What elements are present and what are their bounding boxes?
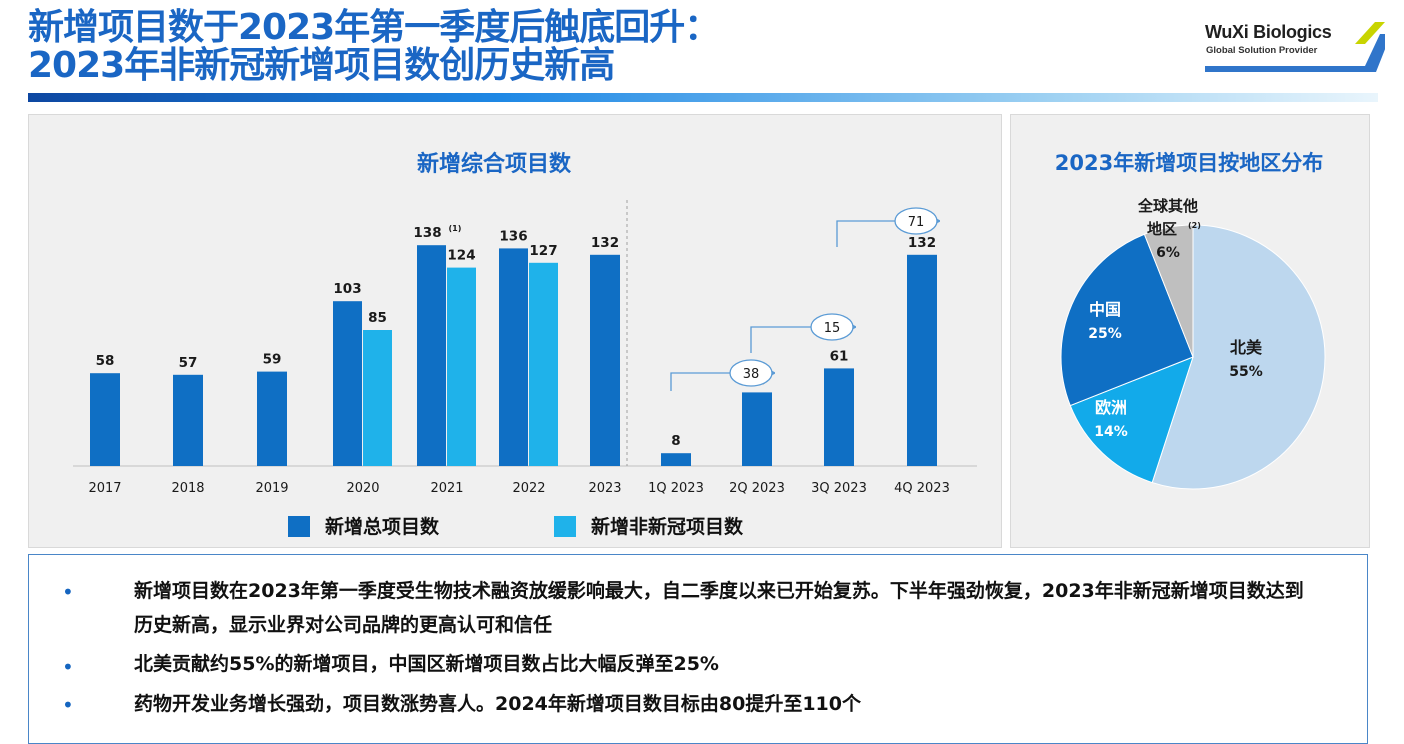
legend-swatch-0 bbox=[288, 516, 310, 537]
notes-box bbox=[28, 554, 1368, 744]
x-tick-label-2018: 2018 bbox=[171, 481, 204, 496]
x-tick-label-2022: 2022 bbox=[512, 481, 545, 496]
pie-value-label-1: 14% bbox=[1094, 424, 1128, 440]
pie-chart-panel: 2023年新增项目按地区分布北美 55% 欧洲 14% 中国 25% 全球其他地区 (2) 6% bbox=[1010, 114, 1370, 548]
x-tick-label-3Q 2023: 3Q 2023 bbox=[811, 481, 867, 496]
x-tick-label-2023: 2023 bbox=[588, 481, 621, 496]
pie-chart-title: 2023年新增项目按地区分布 bbox=[1055, 151, 1323, 175]
footnote-2-label: (2) bbox=[1188, 221, 1201, 230]
logo-stripes-icon bbox=[1205, 22, 1385, 72]
bar-chart: 新增综合项目数 58 2017 57 2018 59 2019 103 85 2020 138 (1)… bbox=[73, 151, 977, 538]
title-line-1: 新增项目数于2023年第一季度后触底回升： bbox=[28, 7, 720, 48]
x-tick-label-2021: 2021 bbox=[430, 481, 463, 496]
pie-label-0: 北美 bbox=[1230, 338, 1263, 357]
note-text-3: 药物开发业务增长强劲，项目数涨势喜人。2024年新增项目数目标由80提升至110… bbox=[134, 693, 861, 715]
legend-label-0: 新增总项目数 bbox=[325, 515, 440, 538]
increment-label-2: 71 bbox=[908, 215, 925, 230]
bar-noncovid-label-2022: 127 bbox=[529, 243, 557, 259]
x-tick-label-2019: 2019 bbox=[255, 481, 288, 496]
x-tick-label-2Q 2023: 2Q 2023 bbox=[729, 481, 785, 496]
note-bullet-2: • bbox=[62, 655, 74, 679]
pie-slice-1 bbox=[1069, 356, 1194, 484]
legend-swatch-1 bbox=[554, 516, 576, 537]
note-text-1: 新增项目数在2023年第一季度受生物技术融资放缓影响最大，自二季度以来已开始复苏… bbox=[134, 580, 1304, 636]
pie-slice-2 bbox=[1060, 233, 1194, 407]
bar-total-2020 bbox=[333, 301, 362, 466]
increment-bubble-2 bbox=[894, 207, 938, 235]
bar-total-label-2022: 136 bbox=[499, 228, 527, 244]
bar-total-label-4Q 2023: 132 bbox=[908, 235, 936, 251]
bar-total-2018 bbox=[173, 374, 203, 466]
bar-total-2021 bbox=[417, 245, 446, 466]
bar-noncovid-2021 bbox=[447, 267, 476, 466]
pie-label-1: 欧洲 bbox=[1095, 398, 1127, 417]
bar-total-label-2019: 59 bbox=[263, 352, 282, 368]
bar-total-label-2020: 103 bbox=[333, 281, 361, 297]
bar-chart-panel: 新增综合项目数 58 2017 57 2018 59 2019 103 85 2020 138 (1)… bbox=[28, 114, 1002, 548]
bar-total-label-1Q 2023: 8 bbox=[671, 433, 680, 449]
bar-noncovid-label-2021: 124 bbox=[447, 248, 475, 264]
increment-bubble-0 bbox=[729, 359, 773, 387]
pie-value-label-0: 55% bbox=[1229, 364, 1263, 380]
increment-callout-0: 38 bbox=[670, 359, 774, 391]
legend-label-1: 新增非新冠项目数 bbox=[591, 515, 744, 538]
logo-tagline: Global Solution Provider bbox=[1206, 45, 1318, 56]
title-line-2: 2023年非新冠新增项目数创历史新高 bbox=[28, 45, 615, 86]
bar-total-4Q 2023 bbox=[907, 254, 937, 466]
pie-slice-0 bbox=[1151, 224, 1326, 490]
bar-total-2Q 2023 bbox=[742, 392, 772, 466]
increment-connector-0 bbox=[670, 372, 739, 391]
x-tick-label-2017: 2017 bbox=[88, 481, 121, 496]
logo-name: WuXi Biologics bbox=[1205, 22, 1332, 42]
bar-total-label-3Q 2023: 61 bbox=[830, 348, 849, 364]
pie-value-label-3: 6% bbox=[1156, 245, 1180, 261]
pie-slice-3 bbox=[1143, 224, 1194, 358]
bar-chart-title: 新增综合项目数 bbox=[417, 151, 572, 177]
bar-total-2019 bbox=[257, 371, 287, 466]
company-logo: WuXi Biologics Global Solution Provider bbox=[1205, 22, 1385, 78]
note-bullet-1: • bbox=[62, 580, 74, 604]
bar-total-2022 bbox=[499, 248, 528, 466]
increment-bubble-1 bbox=[810, 313, 854, 341]
pie-label-line2-3: 地区 bbox=[1147, 220, 1177, 238]
bar-total-2017 bbox=[90, 373, 120, 466]
bar-noncovid-2020 bbox=[363, 330, 392, 466]
bar-total-2023 bbox=[590, 254, 620, 466]
bar-total-label-2023: 132 bbox=[591, 235, 619, 251]
title-underline-gradient bbox=[28, 93, 1378, 102]
pie-value-label-2: 25% bbox=[1088, 326, 1122, 342]
x-tick-label-1Q 2023: 1Q 2023 bbox=[648, 481, 704, 496]
x-tick-label-4Q 2023: 4Q 2023 bbox=[894, 481, 950, 496]
pie-label-line1-3: 全球其他 bbox=[1137, 197, 1198, 215]
bar-total-label-2021: 138 bbox=[413, 225, 441, 241]
note-bullet-3: • bbox=[62, 693, 74, 717]
note-text-2: 北美贡献约55%的新增项目，中国区新增项目数占比大幅反弹至25% bbox=[134, 653, 719, 675]
bar-total-1Q 2023 bbox=[661, 453, 691, 466]
bar-noncovid-label-2020: 85 bbox=[368, 310, 387, 326]
x-tick-label-2020: 2020 bbox=[346, 481, 379, 496]
increment-connector-1 bbox=[750, 326, 820, 353]
bar-noncovid-2022 bbox=[529, 262, 558, 466]
bar-total-3Q 2023 bbox=[824, 368, 854, 466]
increment-callout-2: 71 bbox=[836, 207, 939, 247]
increment-callout-1: 15 bbox=[750, 313, 855, 353]
pie-label-2: 中国 bbox=[1089, 300, 1121, 319]
increment-connector-2 bbox=[836, 220, 904, 247]
footnote-1-label: (1) bbox=[449, 224, 462, 233]
increment-label-0: 38 bbox=[743, 367, 760, 382]
increment-label-1: 15 bbox=[824, 321, 841, 336]
bar-total-label-2018: 57 bbox=[179, 355, 198, 371]
bar-total-label-2017: 58 bbox=[96, 353, 115, 369]
